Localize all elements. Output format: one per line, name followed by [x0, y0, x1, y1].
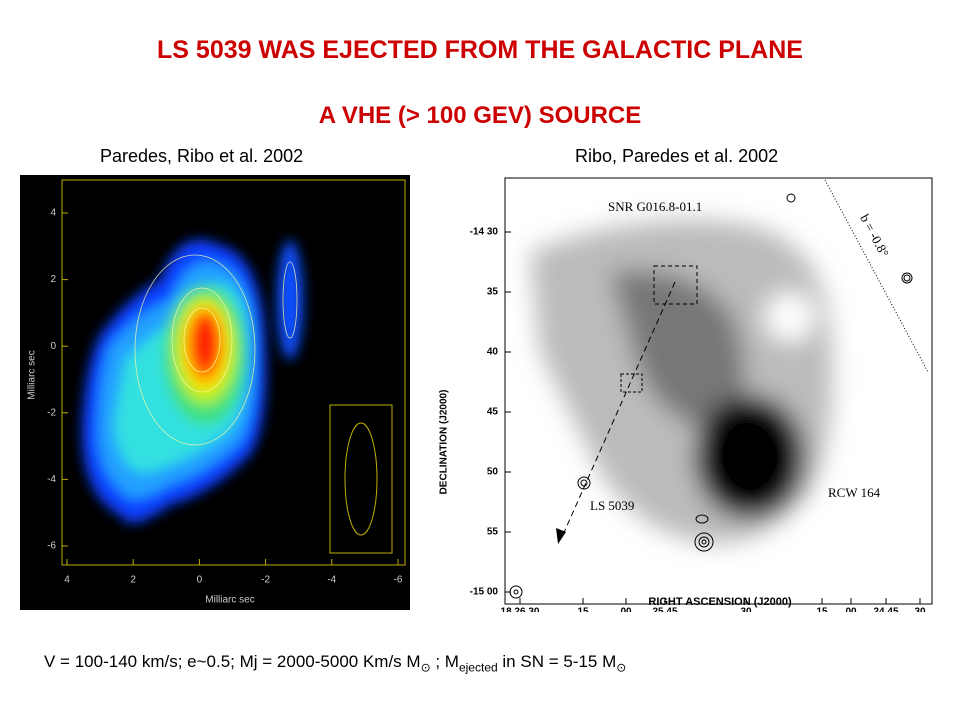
radio-map: SNR G016.8-01.1 b = -0.8° LS 5039 RCW 16…: [430, 172, 940, 612]
x-tick-label: 25 45: [652, 607, 677, 612]
y-tick-label: -2: [47, 407, 56, 418]
x-tick-label: 00: [845, 607, 857, 612]
y-tick-label: 0: [50, 341, 56, 352]
y-axis-label: Milliarc sec: [27, 350, 38, 399]
y-tick-label: -4: [47, 474, 56, 485]
x-axis-label: RIGHT ASCENSION (J2000): [648, 596, 792, 608]
x-tick-label: 15: [816, 607, 828, 612]
y-tick-label: 40: [487, 347, 499, 358]
x-tick-label: 30: [914, 607, 926, 612]
footer-formula: V = 100-140 km/s; e~0.5; Mj = 2000-5000 …: [44, 652, 626, 674]
x-tick-label: -2: [261, 575, 270, 586]
y-tick-label: 4: [50, 208, 56, 219]
annotation: RCW 164: [828, 485, 881, 500]
x-tick-label: 00: [620, 607, 632, 612]
text: V = 100-140 km/s; e~0.5; Mj = 2000-5000 …: [44, 652, 421, 671]
x-tick-label: 4: [64, 575, 70, 586]
x-tick-label: 24 45: [873, 607, 898, 612]
x-axis-label: Milliarc sec: [205, 595, 254, 606]
vlbi-image: 4 2 0 -2 -4 -6 4 2 0 -2 -4 -6 Milliarc sec Milliarc s…: [20, 175, 410, 610]
y-tick-label: 2: [50, 274, 56, 285]
x-tick-label: -6: [394, 575, 403, 586]
y-axis-label: DECLINATION (J2000): [439, 390, 450, 495]
caption: Ribo, Paredes et al. 2002: [575, 146, 779, 166]
symbol: ⊙: [420, 660, 431, 675]
x-tick-label: 18 26 30: [501, 607, 540, 612]
x-tick-label: -4: [327, 575, 336, 586]
annotation: LS 5039: [590, 498, 634, 513]
y-tick-label: 50: [487, 467, 499, 478]
y-tick-label: 55: [487, 527, 499, 538]
caption: Paredes, Ribo et al. 2002: [100, 146, 304, 166]
y-tick-label: -15 00: [470, 587, 499, 598]
text: in SN = 5-15 M: [497, 652, 617, 671]
x-tick-label: 30: [740, 607, 752, 612]
text: ; M: [430, 652, 459, 671]
symbol: ⊙: [616, 660, 627, 675]
annotation: SNR G016.8-01.1: [608, 199, 702, 214]
x-tick-label: 2: [130, 575, 136, 586]
y-tick-label: 45: [487, 407, 499, 418]
slide-title: LS 5039 WAS EJECTED FROM THE GALACTIC PL…: [157, 36, 803, 64]
x-tick-label: 15: [577, 607, 589, 612]
subtitle: A VHE (> 100 GEV) SOURCE: [318, 102, 642, 129]
y-tick-label: 35: [487, 287, 499, 298]
y-tick-label: -14 30: [470, 227, 499, 238]
subscript: ejected: [458, 660, 498, 675]
x-tick-label: 0: [197, 575, 203, 586]
y-tick-label: -6: [47, 541, 56, 552]
